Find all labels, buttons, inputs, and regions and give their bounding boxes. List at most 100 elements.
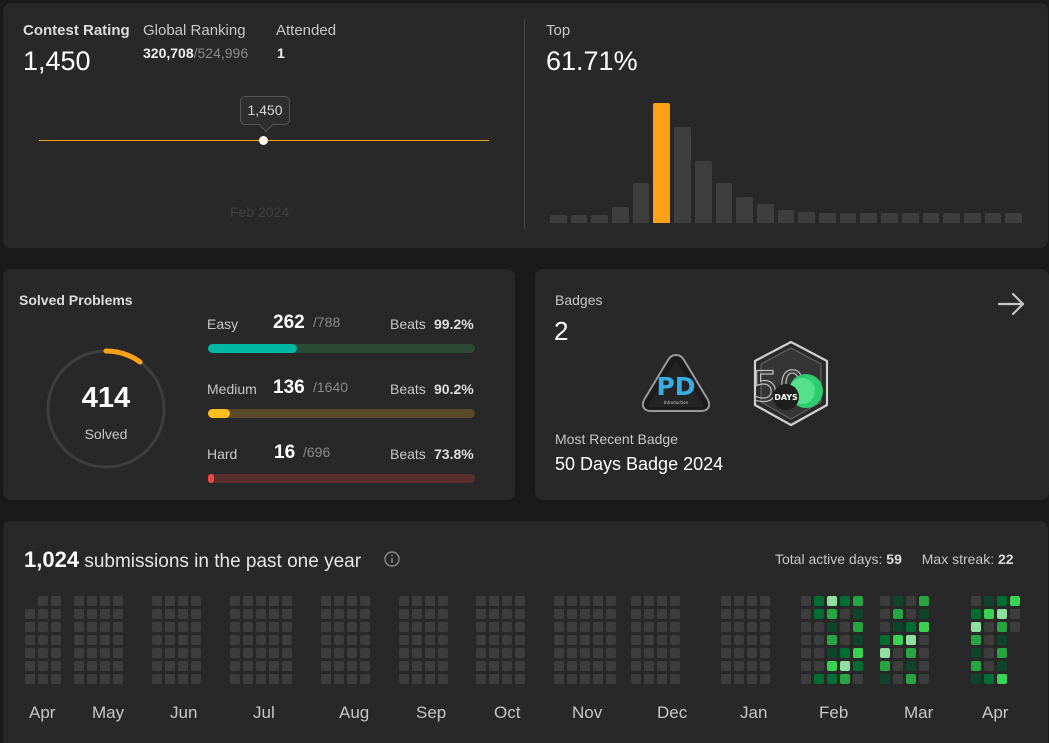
heatmap-day-cell[interactable]	[880, 674, 890, 684]
heatmap-day-cell[interactable]	[191, 674, 201, 684]
heatmap-day-cell[interactable]	[347, 596, 357, 606]
heatmap-day-cell[interactable]	[644, 635, 654, 645]
heatmap-day-cell[interactable]	[360, 622, 370, 632]
heatmap-day-cell[interactable]	[997, 674, 1007, 684]
arrow-right-icon[interactable]	[997, 291, 1027, 317]
heatmap-day-cell[interactable]	[747, 635, 757, 645]
heatmap-day-cell[interactable]	[269, 596, 279, 606]
heatmap-day-cell[interactable]	[515, 622, 525, 632]
heatmap-day-cell[interactable]	[893, 674, 903, 684]
heatmap-day-cell[interactable]	[243, 635, 253, 645]
heatmap-day-cell[interactable]	[567, 622, 577, 632]
heatmap-day-cell[interactable]	[814, 661, 824, 671]
heatmap-day-cell[interactable]	[593, 596, 603, 606]
heatmap-day-cell[interactable]	[256, 596, 266, 606]
heatmap-day-cell[interactable]	[984, 622, 994, 632]
heatmap-day-cell[interactable]	[321, 648, 331, 658]
heatmap-day-cell[interactable]	[191, 648, 201, 658]
heatmap-day-cell[interactable]	[515, 674, 525, 684]
heatmap-day-cell[interactable]	[152, 635, 162, 645]
heatmap-day-cell[interactable]	[997, 635, 1007, 645]
heatmap-day-cell[interactable]	[360, 674, 370, 684]
heatmap-day-cell[interactable]	[152, 596, 162, 606]
heatmap-day-cell[interactable]	[893, 635, 903, 645]
heatmap-day-cell[interactable]	[631, 622, 641, 632]
heatmap-day-cell[interactable]	[347, 661, 357, 671]
heatmap-day-cell[interactable]	[657, 622, 667, 632]
heatmap-day-cell[interactable]	[489, 609, 499, 619]
heatmap-day-cell[interactable]	[814, 596, 824, 606]
heatmap-day-cell[interactable]	[827, 661, 837, 671]
heatmap-day-cell[interactable]	[25, 609, 35, 619]
heatmap-day-cell[interactable]	[840, 596, 850, 606]
heatmap-day-cell[interactable]	[282, 596, 292, 606]
heatmap-day-cell[interactable]	[906, 635, 916, 645]
heatmap-day-cell[interactable]	[827, 596, 837, 606]
heatmap-day-cell[interactable]	[152, 609, 162, 619]
heatmap-day-cell[interactable]	[893, 661, 903, 671]
heatmap-day-cell[interactable]	[580, 609, 590, 619]
heatmap-day-cell[interactable]	[152, 622, 162, 632]
heatmap-day-cell[interactable]	[282, 622, 292, 632]
heatmap-day-cell[interactable]	[100, 622, 110, 632]
heatmap-day-cell[interactable]	[919, 596, 929, 606]
heatmap-day-cell[interactable]	[489, 648, 499, 658]
heatmap-day-cell[interactable]	[38, 609, 48, 619]
heatmap-day-cell[interactable]	[113, 609, 123, 619]
heatmap-day-cell[interactable]	[269, 609, 279, 619]
heatmap-day-cell[interactable]	[502, 596, 512, 606]
heatmap-day-cell[interactable]	[919, 648, 929, 658]
heatmap-day-cell[interactable]	[502, 622, 512, 632]
heatmap-day-cell[interactable]	[256, 648, 266, 658]
heatmap-day-cell[interactable]	[412, 609, 422, 619]
heatmap-day-cell[interactable]	[984, 609, 994, 619]
heatmap-day-cell[interactable]	[971, 596, 981, 606]
heatmap-day-cell[interactable]	[489, 661, 499, 671]
heatmap-day-cell[interactable]	[567, 596, 577, 606]
heatmap-day-cell[interactable]	[880, 609, 890, 619]
heatmap-day-cell[interactable]	[243, 674, 253, 684]
heatmap-day-cell[interactable]	[502, 661, 512, 671]
heatmap-day-cell[interactable]	[997, 648, 1007, 658]
pd-introduction-badge-icon[interactable]: PD Introduction	[640, 352, 712, 414]
heatmap-day-cell[interactable]	[580, 661, 590, 671]
heatmap-day-cell[interactable]	[734, 622, 744, 632]
heatmap-day-cell[interactable]	[801, 674, 811, 684]
heatmap-day-cell[interactable]	[51, 661, 61, 671]
heatmap-day-cell[interactable]	[152, 648, 162, 658]
heatmap-day-cell[interactable]	[412, 674, 422, 684]
heatmap-day-cell[interactable]	[670, 596, 680, 606]
heatmap-day-cell[interactable]	[554, 674, 564, 684]
heatmap-day-cell[interactable]	[321, 609, 331, 619]
heatmap-day-cell[interactable]	[893, 596, 903, 606]
heatmap-day-cell[interactable]	[74, 596, 84, 606]
heatmap-day-cell[interactable]	[38, 622, 48, 632]
heatmap-day-cell[interactable]	[502, 648, 512, 658]
heatmap-day-cell[interactable]	[230, 674, 240, 684]
heatmap-day-cell[interactable]	[256, 661, 266, 671]
heatmap-day-cell[interactable]	[747, 648, 757, 658]
heatmap-day-cell[interactable]	[984, 635, 994, 645]
heatmap-day-cell[interactable]	[567, 661, 577, 671]
50-days-badge-icon[interactable]: 50 DAYS	[750, 339, 832, 429]
heatmap-day-cell[interactable]	[721, 635, 731, 645]
heatmap-day-cell[interactable]	[827, 622, 837, 632]
heatmap-day-cell[interactable]	[269, 661, 279, 671]
heatmap-day-cell[interactable]	[827, 674, 837, 684]
heatmap-day-cell[interactable]	[631, 609, 641, 619]
heatmap-day-cell[interactable]	[100, 635, 110, 645]
heatmap-day-cell[interactable]	[760, 661, 770, 671]
heatmap-day-cell[interactable]	[580, 635, 590, 645]
heatmap-day-cell[interactable]	[893, 648, 903, 658]
heatmap-day-cell[interactable]	[670, 674, 680, 684]
heatmap-day-cell[interactable]	[51, 635, 61, 645]
heatmap-day-cell[interactable]	[438, 635, 448, 645]
heatmap-day-cell[interactable]	[721, 661, 731, 671]
heatmap-day-cell[interactable]	[38, 661, 48, 671]
heatmap-day-cell[interactable]	[997, 596, 1007, 606]
heatmap-day-cell[interactable]	[801, 609, 811, 619]
heatmap-day-cell[interactable]	[644, 609, 654, 619]
heatmap-day-cell[interactable]	[971, 609, 981, 619]
heatmap-day-cell[interactable]	[178, 635, 188, 645]
heatmap-day-cell[interactable]	[321, 635, 331, 645]
